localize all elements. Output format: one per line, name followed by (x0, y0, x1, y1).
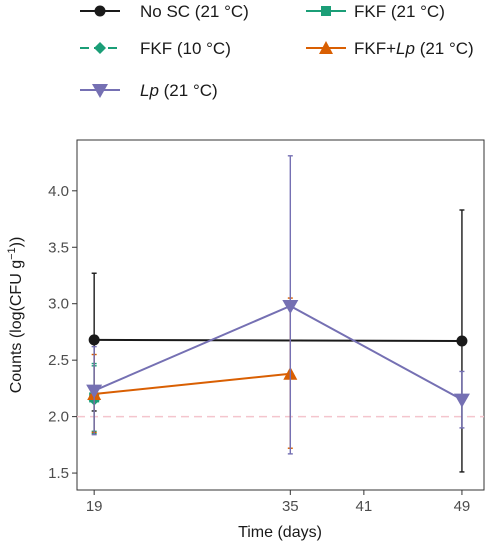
legend-label-lp: Lp (21 °C) (140, 81, 218, 100)
y-tick-label: 4.0 (48, 183, 69, 200)
legend-item-fkflp: FKF+Lp (21 °C) (306, 39, 474, 58)
x-axis-title: Time (days) (238, 524, 322, 541)
legend-item-fkf21: FKF (21 °C) (306, 2, 445, 21)
x-tick-label: 49 (454, 498, 471, 515)
y-tick-label: 2.0 (48, 409, 69, 426)
series-line-fkflp (94, 372, 291, 396)
legend-key-marker (321, 6, 331, 16)
legend-key-marker (319, 41, 333, 54)
legend-label-fkf21: FKF (21 °C) (354, 2, 445, 21)
legend: No SC (21 °C) FKF (21 °C) FKF (10 °C) FK… (80, 2, 474, 100)
axis-layer: 1.5 2.0 2.5 3.0 3.5 4.0 19 35 41 49 (48, 183, 470, 515)
y-tick-label: 3.5 (48, 239, 69, 256)
legend-key-marker (94, 42, 106, 54)
data-point-lp (282, 299, 299, 314)
plot-panel (76, 139, 485, 491)
y-tick-label: 1.5 (48, 465, 69, 482)
legend-item-lp: Lp (21 °C) (80, 81, 218, 100)
series-lp (86, 155, 470, 455)
data-point-lp (86, 384, 103, 399)
data-point-nosc (456, 335, 468, 347)
y-axis-title: Counts (log(CFU g−1)) (6, 237, 25, 394)
legend-key-marker (94, 5, 106, 17)
legend-label-nosc: No SC (21 °C) (140, 2, 249, 21)
y-tick-label: 3.0 (48, 296, 69, 313)
series-layer (86, 155, 470, 473)
legend-item-nosc: No SC (21 °C) (80, 2, 249, 21)
x-tick-label: 19 (86, 498, 103, 515)
data-point-lp (453, 393, 470, 408)
legend-item-fkf10: FKF (10 °C) (80, 39, 231, 58)
x-tick-label: 41 (356, 498, 373, 515)
series-line-nosc (94, 338, 462, 342)
x-tick-label: 35 (282, 498, 299, 515)
data-point-nosc (88, 334, 100, 346)
legend-label-fkflp: FKF+Lp (21 °C) (354, 39, 474, 58)
legend-label-fkf10: FKF (10 °C) (140, 39, 231, 58)
y-tick-label: 2.5 (48, 352, 69, 369)
legend-key-marker (92, 84, 108, 98)
